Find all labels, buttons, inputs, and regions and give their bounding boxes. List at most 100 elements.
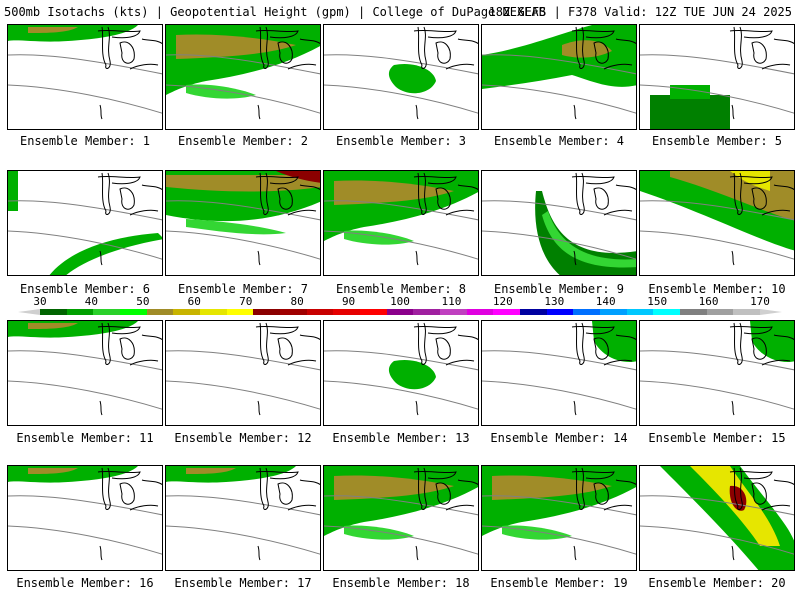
isotach-map-graphic <box>166 322 320 416</box>
colorbar-swatch <box>626 309 654 315</box>
ensemble-member-label: Ensemble Member: 19 <box>490 576 628 590</box>
colorbar-swatch <box>413 309 441 315</box>
colorbar-tick: 100 <box>390 295 410 308</box>
ensemble-map-15 <box>639 320 795 426</box>
colorbar-swatch <box>120 309 147 315</box>
ensemble-member-label: Ensemble Member: 2 <box>177 134 309 148</box>
ensemble-map-3 <box>323 24 479 130</box>
ensemble-map-7 <box>165 170 321 276</box>
isotach-map-graphic <box>166 171 320 266</box>
isotach-map-graphic <box>640 321 794 416</box>
header-title: 500mb Isotachs (kts) | Geopotential Heig… <box>4 5 546 19</box>
ensemble-map-11 <box>7 320 163 426</box>
ensemble-map-17 <box>165 465 321 571</box>
colorbar-swatch <box>146 309 174 315</box>
colorbar-tick: 30 <box>33 295 47 308</box>
ensemble-member-label: Ensemble Member: 10 <box>648 282 786 296</box>
ensemble-member-label: Ensemble Member: 4 <box>493 134 625 148</box>
colorbar-swatch <box>93 309 121 315</box>
ensemble-map-14 <box>481 320 637 426</box>
isotach-map-graphic <box>8 171 162 275</box>
isotach-map-graphic <box>8 321 162 416</box>
colorbar-swatch <box>573 309 601 315</box>
colorbar-swatches <box>40 309 761 315</box>
colorbar-swatch <box>280 309 307 315</box>
colorbar-swatch <box>466 309 494 315</box>
colorbar-swatch <box>173 309 201 315</box>
ensemble-member-label: Ensemble Member: 1 <box>19 134 151 148</box>
ensemble-map-8 <box>323 170 479 276</box>
ensemble-member-label: Ensemble Member: 6 <box>19 282 151 296</box>
ensemble-member-label: Ensemble Member: 14 <box>490 431 628 445</box>
header-run-info: 18Z GEFS | F378 Valid: 12Z TUE JUN 24 20… <box>488 5 792 19</box>
isotach-map-graphic <box>482 466 636 561</box>
isotach-map-graphic <box>8 466 162 561</box>
isotach-map-graphic <box>482 25 636 120</box>
colorbar-tick: 70 <box>239 295 253 308</box>
isotach-colorbar: 30 40 50 60 70 80 90 100 110 120 130 140 150 160 170 <box>14 296 786 320</box>
colorbar-tick: 150 <box>647 295 668 308</box>
colorbar-tick: 120 <box>492 295 513 308</box>
ensemble-map-1 <box>7 24 163 130</box>
ensemble-member-label: Ensemble Member: 5 <box>651 134 783 148</box>
ensemble-member-label: Ensemble Member: 17 <box>174 576 312 590</box>
ensemble-member-label: Ensemble Member: 12 <box>174 431 312 445</box>
ensemble-member-label: Ensemble Member: 7 <box>177 282 309 296</box>
colorbar-tick: 60 <box>187 295 201 308</box>
ensemble-member-label: Ensemble Member: 16 <box>16 576 154 590</box>
colorbar-swatch <box>386 309 414 315</box>
colorbar-tick: 40 <box>84 295 99 308</box>
ensemble-map-16 <box>7 465 163 571</box>
ensemble-member-label: Ensemble Member: 3 <box>335 134 467 148</box>
colorbar-tick: 140 <box>595 295 616 308</box>
ensemble-member-label: Ensemble Member: 15 <box>648 431 786 445</box>
colorbar-swatch <box>493 309 521 315</box>
isotach-map-graphic <box>640 26 794 129</box>
colorbar-swatch <box>200 309 227 315</box>
colorbar-swatch <box>653 309 681 315</box>
colorbar-left-arrow <box>18 309 40 315</box>
colorbar-swatch <box>520 309 547 315</box>
ensemble-map-20 <box>639 465 795 571</box>
colorbar-tick: 80 <box>290 295 304 308</box>
map-header: 500mb Isotachs (kts) | Geopotential Heig… <box>4 2 796 22</box>
colorbar-tick: 50 <box>136 295 150 308</box>
colorbar-swatch <box>333 309 361 315</box>
colorbar-swatch <box>600 309 627 315</box>
ensemble-member-label: Ensemble Member: 20 <box>648 576 786 590</box>
isotach-map-graphic <box>324 466 478 561</box>
ensemble-member-label: Ensemble Member: 13 <box>332 431 470 445</box>
colorbar-tick: 110 <box>441 295 462 308</box>
ensemble-map-18 <box>323 465 479 571</box>
isotach-map-graphic <box>324 26 478 120</box>
colorbar-tick: 90 <box>341 295 356 308</box>
colorbar-swatch <box>40 309 67 315</box>
ensemble-map-9 <box>481 170 637 276</box>
colorbar-swatch <box>360 309 387 315</box>
isotach-map-graphic <box>482 172 636 275</box>
colorbar-right-arrow <box>760 309 782 315</box>
isotach-map-graphic <box>166 466 320 561</box>
ensemble-map-2 <box>165 24 321 130</box>
colorbar-swatch <box>66 309 94 315</box>
ensemble-map-13 <box>323 320 479 426</box>
isotach-map-graphic <box>482 321 636 416</box>
isotach-map-graphic <box>640 466 794 570</box>
ensemble-member-label: Ensemble Member: 11 <box>16 431 154 445</box>
isotach-map-graphic <box>324 322 478 416</box>
colorbar-swatch <box>306 309 334 315</box>
isotach-map-graphic <box>166 25 320 120</box>
ensemble-map-5 <box>639 24 795 130</box>
colorbar-swatch <box>253 309 281 315</box>
isotach-map-graphic <box>8 25 162 120</box>
colorbar-swatch <box>680 309 707 315</box>
ensemble-map-19 <box>481 465 637 571</box>
colorbar-tick: 130 <box>544 295 565 308</box>
colorbar-swatch <box>706 309 734 315</box>
colorbar-tick: 160 <box>698 295 719 308</box>
ensemble-member-label: Ensemble Member: 8 <box>335 282 467 296</box>
colorbar-tick: 170 <box>750 295 770 308</box>
ensemble-map-12 <box>165 320 321 426</box>
ensemble-member-label: Ensemble Member: 9 <box>493 282 625 296</box>
